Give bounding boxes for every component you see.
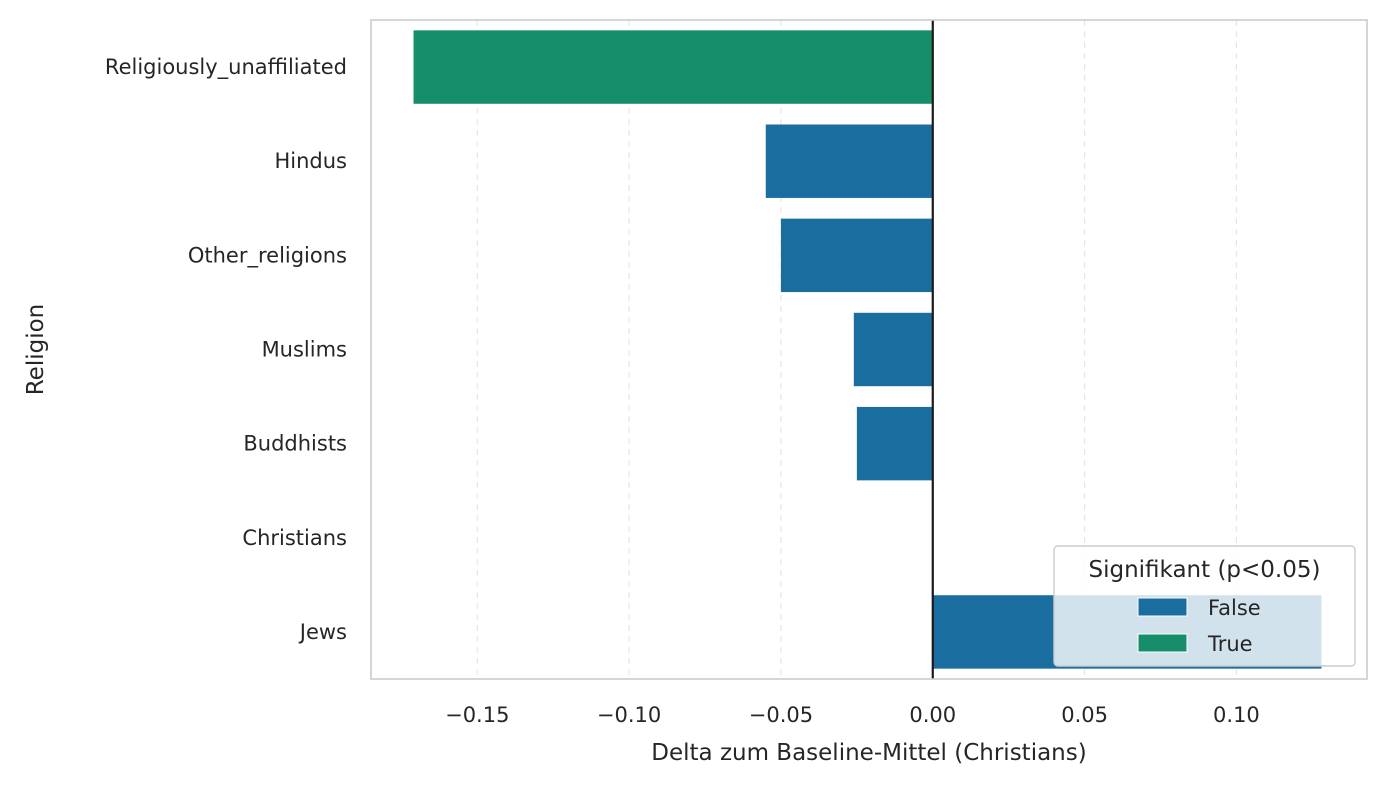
legend: Signifikant (p<0.05) False True — [1053, 545, 1356, 667]
bar-religiously_unaffiliated — [413, 30, 933, 104]
x-tick-label: −0.15 — [445, 703, 509, 727]
y-tick-labels: Religiously_unaffiliated Hindus Other_reli… — [105, 55, 347, 644]
bar-muslims — [853, 312, 933, 387]
y-tick-label: Other_religions — [188, 243, 347, 268]
y-tick-label: Christians — [242, 526, 347, 550]
x-tick-labels: −0.15 −0.10 −0.05 0.00 0.05 0.10 — [445, 703, 1260, 727]
legend-swatch-false — [1137, 597, 1188, 617]
bar-hindus — [765, 124, 933, 198]
x-tick-label: 0.10 — [1213, 703, 1260, 727]
y-tick-label: Muslims — [262, 338, 347, 362]
bar-buddhists — [856, 406, 933, 481]
legend-label-true: True — [1207, 632, 1253, 656]
x-axis-label: Delta zum Baseline-Mittel (Christians) — [651, 740, 1086, 766]
y-axis-label: Religion — [23, 304, 49, 396]
plot-frame — [370, 19, 1368, 680]
y-tick-label: Buddhists — [243, 432, 347, 456]
x-tick-label: −0.05 — [749, 703, 813, 727]
y-tick-label: Religiously_unaffiliated — [105, 55, 347, 80]
y-tick-label: Jews — [298, 620, 347, 644]
legend-title: Signifikant (p<0.05) — [1089, 557, 1321, 583]
legend-box — [1053, 545, 1356, 667]
x-tick-label: 0.00 — [909, 703, 956, 727]
legend-entries: False True — [1137, 596, 1261, 656]
x-tick-label: −0.10 — [597, 703, 661, 727]
legend-swatch-true — [1137, 633, 1188, 653]
y-tick-label: Hindus — [274, 149, 347, 173]
legend-label-false: False — [1208, 596, 1261, 620]
bar-other_religions — [780, 218, 933, 293]
x-tick-label: 0.05 — [1061, 703, 1108, 727]
